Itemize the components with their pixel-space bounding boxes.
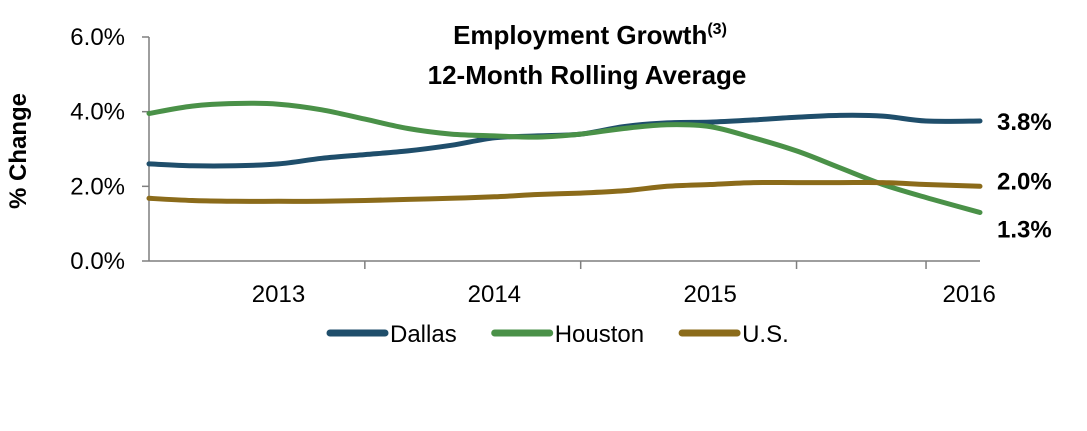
legend: Dallas Houston U.S.: [326, 321, 789, 348]
x-tick-label: 2015: [683, 281, 736, 308]
series-line-us: [146, 179, 983, 204]
chart-title: Employment Growth(3): [453, 20, 727, 50]
legend-label-dallas: Dallas: [390, 321, 457, 348]
x-tick-label: 2016: [943, 281, 996, 308]
series-line-houston: [146, 100, 983, 215]
legend-label-us: U.S.: [742, 321, 789, 348]
series-line-dallas: [146, 112, 983, 169]
y-tick-label: 0.0%: [70, 248, 125, 275]
chart-subtitle: 12-Month Rolling Average: [428, 60, 747, 90]
y-tick-label: 2.0%: [70, 173, 125, 200]
end-labels: 3.8% 1.3% 2.0%: [997, 109, 1052, 243]
x-tick-label: 2014: [468, 281, 521, 308]
y-tick-label: 6.0%: [70, 24, 125, 51]
x-tick-label: 2013: [252, 281, 305, 308]
chart-title-superscript: (3): [707, 21, 727, 38]
legend-label-houston: Houston: [555, 321, 644, 348]
y-tick-label: 4.0%: [70, 99, 125, 126]
end-label-houston: 1.3%: [997, 216, 1052, 243]
y-axis: 0.0% 2.0% 4.0% 6.0%: [70, 24, 150, 275]
x-axis: 2013 2014 2015 2016: [149, 260, 996, 308]
end-label-dallas: 3.8%: [997, 109, 1052, 136]
series-lines: [146, 100, 983, 215]
end-label-us: 2.0%: [997, 168, 1052, 195]
y-axis-label: % Change: [5, 93, 32, 209]
